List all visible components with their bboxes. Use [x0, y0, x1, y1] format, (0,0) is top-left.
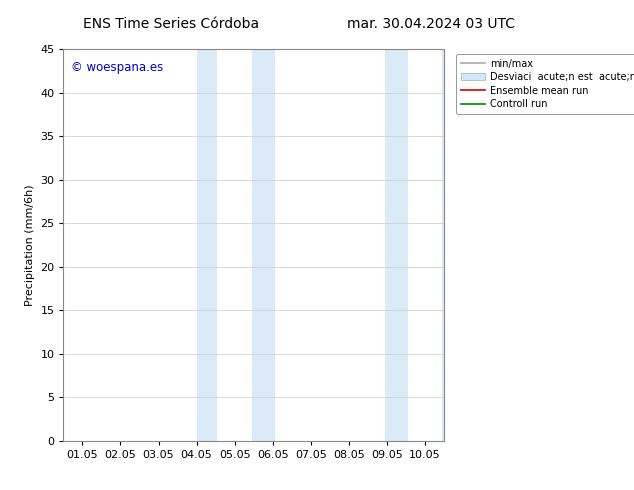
Text: mar. 30.04.2024 03 UTC: mar. 30.04.2024 03 UTC [347, 17, 515, 31]
Bar [197, 49, 217, 441]
Text: © woespana.es: © woespana.es [71, 61, 164, 74]
Text: ENS Time Series Córdoba: ENS Time Series Córdoba [83, 17, 259, 31]
Legend: min/max, Desviaci  acute;n est  acute;ndar, Ensemble mean run, Controll run: min/max, Desviaci acute;n est acute;ndar… [456, 54, 634, 114]
Y-axis label: Precipitation (mm/6h): Precipitation (mm/6h) [25, 184, 35, 306]
Bar [385, 49, 408, 441]
Bar [252, 49, 275, 441]
Bar [442, 49, 452, 441]
